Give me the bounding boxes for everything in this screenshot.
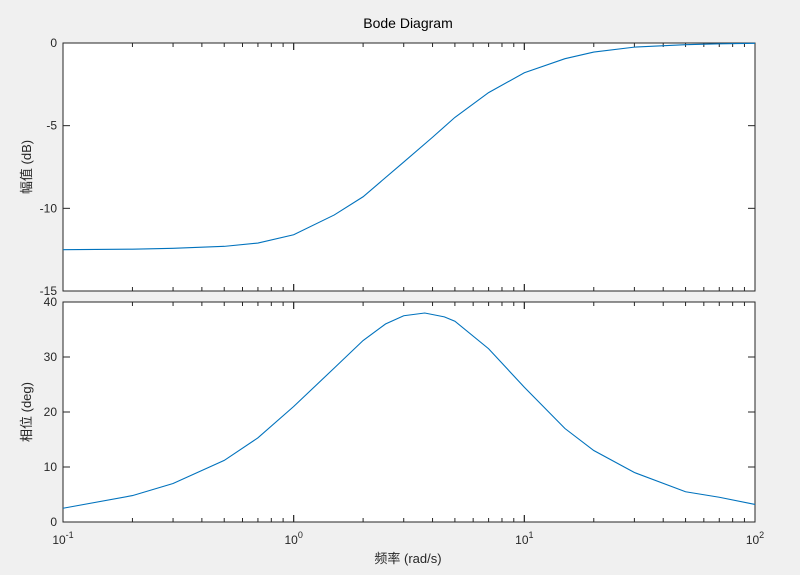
phase-curve (62, 312, 756, 509)
magnitude-plot-area (62, 42, 756, 292)
magnitude-curve (62, 42, 756, 251)
chart-title: Bode Diagram (363, 15, 453, 31)
magnitude-panel: 0 -5 -10 -15 幅值 (dB) (19, 36, 756, 298)
x-tick-label: 10-1 (52, 530, 73, 547)
phase-y-tick-label: 40 (44, 295, 58, 309)
magnitude-y-tick-label: 0 (50, 36, 57, 50)
phase-y-axis-label: 相位 (deg) (19, 382, 34, 442)
x-axis-label: 频率 (rad/s) (374, 551, 441, 566)
magnitude-y-tick-label: -10 (40, 201, 58, 215)
phase-plot-area (62, 301, 756, 523)
x-tick-label: 101 (515, 530, 533, 547)
phase-panel: 0 10 20 30 40 相位 (deg) (19, 295, 756, 529)
magnitude-y-axis-label: 幅值 (dB) (19, 140, 34, 194)
phase-y-tick-label: 30 (44, 350, 58, 364)
panels-layer: 0 -5 -10 -15 幅值 (dB) 0 10 20 30 40 相位 (deg) 10-1 100… (19, 36, 764, 547)
x-tick-label: 100 (284, 530, 302, 547)
x-tick-label: 102 (746, 530, 764, 547)
phase-y-tick-label: 0 (50, 515, 57, 529)
magnitude-y-tick-label: -5 (46, 119, 57, 133)
magnitude-y-tick-label: -15 (40, 284, 58, 298)
phase-y-tick-label: 10 (44, 460, 58, 474)
phase-y-tick-label: 20 (44, 405, 58, 419)
